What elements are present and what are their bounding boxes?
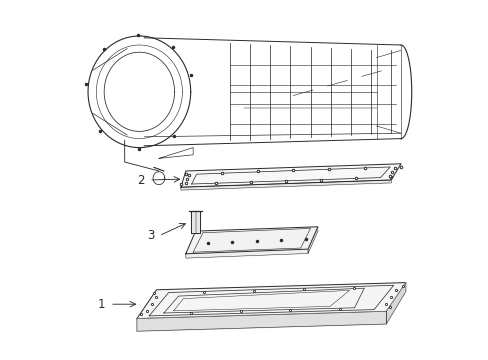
Polygon shape — [386, 283, 405, 324]
Polygon shape — [137, 311, 386, 331]
Text: 2: 2 — [137, 174, 144, 186]
Polygon shape — [307, 227, 317, 253]
Text: 1: 1 — [98, 298, 105, 311]
Polygon shape — [185, 249, 307, 258]
Polygon shape — [137, 283, 405, 319]
Polygon shape — [181, 164, 400, 187]
Polygon shape — [191, 211, 200, 233]
Polygon shape — [181, 180, 390, 190]
Text: 3: 3 — [146, 229, 154, 242]
Polygon shape — [185, 227, 317, 254]
